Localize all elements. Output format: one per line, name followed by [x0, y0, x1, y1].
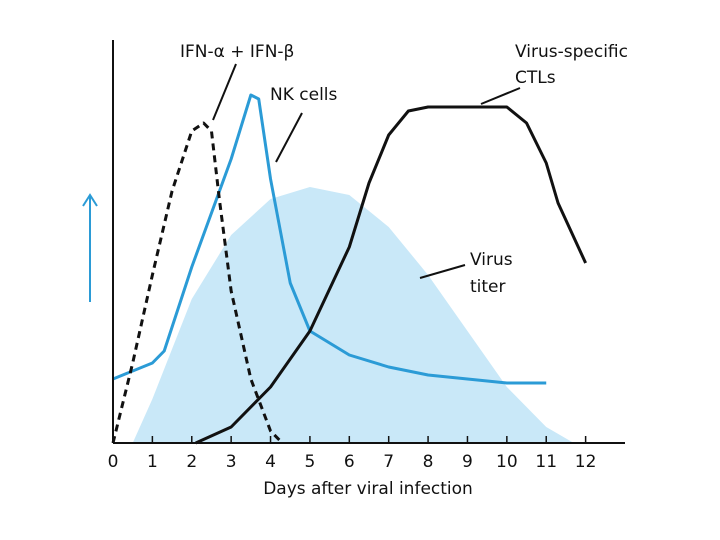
up-arrow: [82, 193, 98, 302]
x-tick-label: 11: [535, 452, 557, 472]
x-tick-label: 2: [186, 452, 197, 472]
leader-line: [480, 87, 521, 105]
x-tick-label: 0: [108, 452, 119, 472]
line: [112, 93, 547, 385]
x-tick-label: 12: [575, 452, 597, 472]
line: [111, 121, 284, 445]
x-tick-label: 7: [383, 452, 394, 472]
x-tick-label: 1: [147, 452, 158, 472]
series-label: NK cells: [270, 85, 338, 105]
x-axis-label: Days after viral infection: [263, 479, 473, 499]
leader-line: [419, 264, 466, 279]
x-tick-label: 4: [265, 452, 276, 472]
line: [195, 105, 587, 445]
series-label: IFN-α + IFN-β: [180, 42, 294, 62]
x-tick-label: 9: [462, 452, 473, 472]
series-label: CTLs: [515, 68, 556, 88]
x-tick-label: 3: [226, 452, 237, 472]
leader-line: [212, 63, 237, 121]
leader-line: [275, 112, 303, 163]
x-tick-label: 8: [423, 452, 434, 472]
area: [132, 187, 574, 443]
x-tick-label: 10: [496, 452, 518, 472]
series-label: Virus-specific: [515, 42, 628, 62]
x-tick-label: 6: [344, 452, 355, 472]
series-label: titer: [470, 277, 506, 297]
series-label: Virus: [470, 250, 513, 270]
x-tick-label: 5: [305, 452, 316, 472]
